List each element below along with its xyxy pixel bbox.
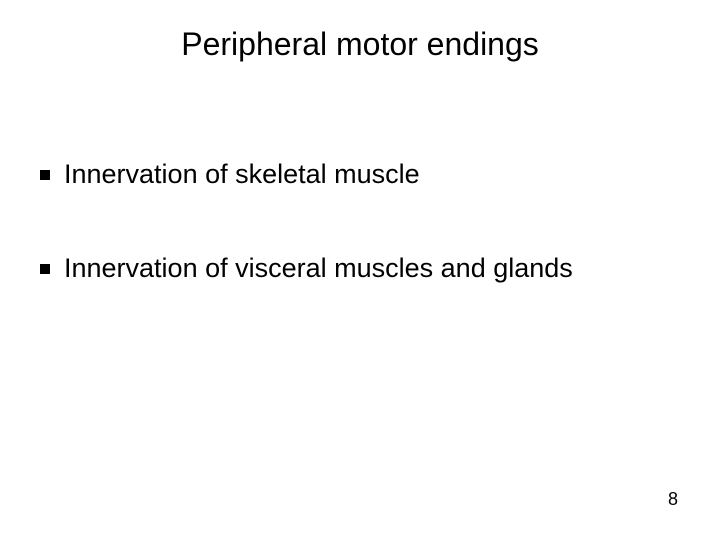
list-item: Innervation of visceral muscles and glan… xyxy=(40,252,680,286)
list-item: Innervation of skeletal muscle xyxy=(40,158,680,192)
square-bullet-icon xyxy=(40,264,50,274)
square-bullet-icon xyxy=(40,170,50,180)
bullet-text: Innervation of skeletal muscle xyxy=(64,158,420,192)
slide: Peripheral motor endings Innervation of … xyxy=(0,0,720,540)
page-number: 8 xyxy=(668,489,678,510)
bullet-list: Innervation of skeletal muscle Innervati… xyxy=(40,158,680,346)
bullet-text: Innervation of visceral muscles and glan… xyxy=(64,252,573,286)
slide-title: Peripheral motor endings xyxy=(0,26,720,63)
